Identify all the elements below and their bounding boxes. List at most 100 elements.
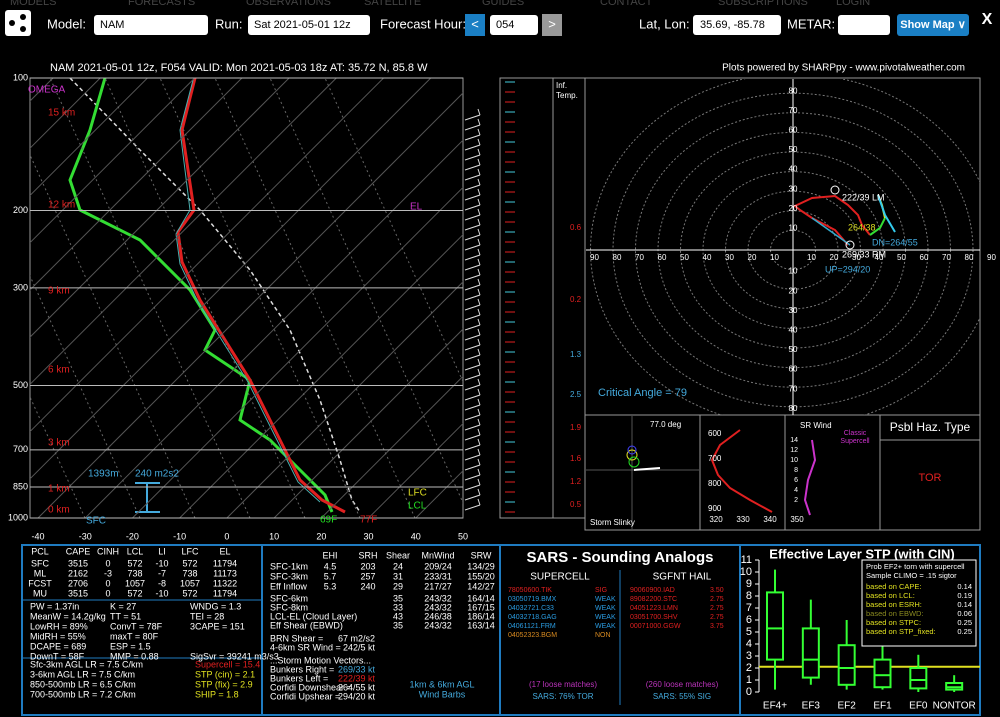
height-label: 12 km <box>48 200 75 211</box>
analog: 3.50 <box>710 587 724 594</box>
param-value: 67 m2/s2 <box>338 633 375 643</box>
show-map-button[interactable] <box>897 14 969 36</box>
column-title: SUPERCELL <box>530 572 590 583</box>
table-cell: Eff Inflow <box>270 581 307 591</box>
nav-item: OBSERVATIONS <box>246 0 331 8</box>
hodo-tick-label: 30 <box>852 253 861 262</box>
x-tick-label: 20 <box>316 531 326 541</box>
wind-barb <box>477 418 481 426</box>
legend-row: based on STPC: <box>866 618 921 627</box>
wind-barb <box>464 354 481 361</box>
analog: 2.75 <box>710 605 724 612</box>
y-tick-label: 9 <box>746 578 752 590</box>
hour-select[interactable] <box>490 15 538 35</box>
table-cell: MU <box>33 588 47 598</box>
wind-barb <box>464 484 481 491</box>
close-button[interactable]: X <box>982 11 993 28</box>
input-value: 35.69, -85.78 <box>700 19 765 31</box>
param: TT = 51 <box>110 611 141 621</box>
storm-slinky <box>586 416 817 529</box>
srwind-tick: 12 <box>790 447 798 454</box>
y-tick-label: 300 <box>13 282 28 292</box>
table-cell: SFC <box>31 558 50 568</box>
param: MeanW = 14.2g/kg <box>30 611 106 621</box>
dry-adiabat <box>159 78 361 518</box>
analog: 2.75 <box>710 614 724 621</box>
theta-tick: 600 <box>708 429 722 438</box>
slinky-ring <box>628 456 640 468</box>
table-cell: 4.5 <box>324 561 337 571</box>
sars-result: SARS: 55% SIG <box>653 692 711 701</box>
x-tick-label: EF4+ <box>763 701 787 712</box>
table-cell: 0 <box>105 578 110 588</box>
table-cell: 29 <box>393 581 403 591</box>
table-header: Shear <box>386 550 410 560</box>
wind-barb <box>477 448 481 456</box>
isotherm <box>84 139 463 518</box>
dry-adiabat <box>30 274 141 518</box>
hodo-tick-label: 30 <box>789 184 798 193</box>
table-cell: 164/14 <box>467 593 495 603</box>
hodo-tick-label: 30 <box>725 253 734 262</box>
sounding-title: NAM 2021-05-01 12z, F054 VALID: Mon 2021… <box>50 62 428 74</box>
table-cell: 3515 <box>68 588 88 598</box>
rm-marker <box>845 240 855 250</box>
param: K = 27 <box>110 601 136 611</box>
wind-barb <box>477 168 481 176</box>
model-select[interactable] <box>94 15 208 35</box>
run-select[interactable] <box>248 15 370 35</box>
nav-item: SUBSCRIPTIONS <box>718 0 808 8</box>
y-tick-label: 8 <box>746 590 752 602</box>
wind-barb <box>464 414 481 421</box>
hodo-tick-label: 80 <box>965 253 974 262</box>
inflection-label: 0.5 <box>570 500 582 509</box>
latlon-input[interactable] <box>693 15 781 35</box>
param: SigSvr = 39241 m3/s3 <box>190 651 279 661</box>
share-button[interactable] <box>5 10 31 36</box>
wind-barb <box>477 178 481 186</box>
table-cell: 240 <box>360 581 375 591</box>
param: BRN Shear = <box>270 633 323 643</box>
param: Corfidi Downshear = <box>270 682 352 692</box>
inflection-label: 1.3 <box>570 350 582 359</box>
index: Supercell = 15.4 <box>195 659 260 669</box>
isotherm <box>226 281 463 518</box>
index: SHIP = 1.8 <box>195 689 239 699</box>
haz-title: Psbl Haz. Type <box>890 420 971 434</box>
y-tick-label: 700 <box>13 444 28 454</box>
x-tick-label: -20 <box>126 531 139 541</box>
hodo-tick-label: 20 <box>748 253 757 262</box>
share-icon <box>20 14 26 20</box>
hodo-tick-label: 10 <box>789 267 798 276</box>
prev-button[interactable] <box>465 14 485 36</box>
table-header: CAPE <box>66 546 91 556</box>
y-tick-label: 100 <box>13 72 28 82</box>
hodo-annotation: 222/39 LM <box>842 192 885 202</box>
x-tick-label: NONTOR <box>933 701 976 712</box>
metar-input[interactable] <box>838 15 890 35</box>
wind-barb <box>477 388 481 396</box>
legend-title: Prob EF2+ torn with supercell <box>866 562 965 571</box>
wind-barb <box>464 174 481 181</box>
wind-barb <box>477 248 481 256</box>
wind-barb <box>477 148 481 156</box>
share-icon <box>9 20 15 26</box>
param: DCAPE = 689 <box>30 641 86 651</box>
table-cell: FCST <box>28 578 52 588</box>
wind-barb <box>464 224 481 231</box>
wind-barb <box>477 368 481 376</box>
height-label: 0 km <box>48 505 70 516</box>
table-cell: 0 <box>105 558 110 568</box>
wind-barb <box>464 404 481 411</box>
hodo-tick-label: 80 <box>789 86 798 95</box>
wind-barb <box>477 198 481 206</box>
wind-barb <box>464 394 481 401</box>
wind-barb <box>464 464 481 471</box>
box <box>766 591 784 661</box>
wind-barb <box>477 188 481 196</box>
isotherm <box>320 375 463 518</box>
next-button[interactable] <box>542 14 562 36</box>
share-icon <box>20 26 26 32</box>
haz-frame <box>879 414 981 531</box>
table-cell: 0 <box>105 588 110 598</box>
